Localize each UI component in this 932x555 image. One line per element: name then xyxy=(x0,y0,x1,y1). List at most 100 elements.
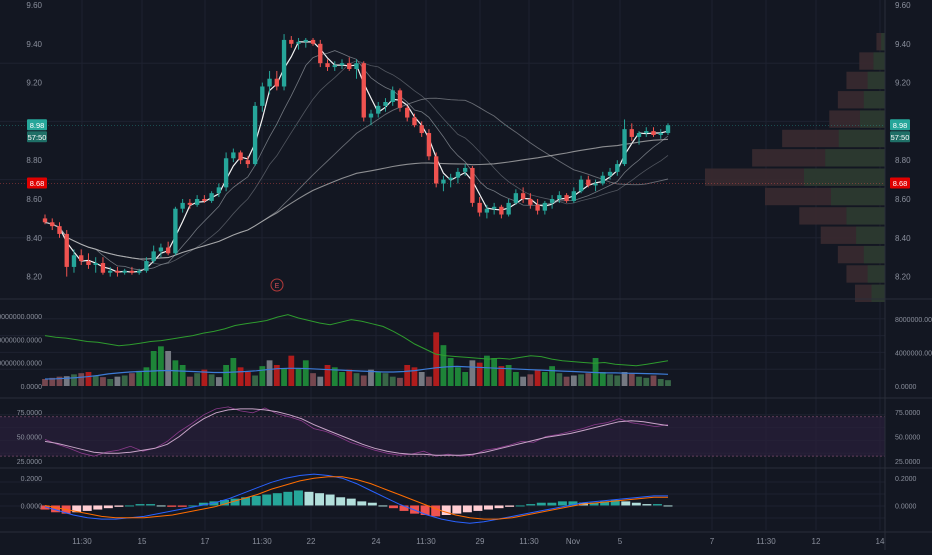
volume-bar-42 xyxy=(346,369,353,386)
price-tick-right-0: 9.60 xyxy=(895,1,911,10)
obv-line xyxy=(44,314,669,367)
macd-hist-bar-32 xyxy=(378,505,388,507)
time-tick-7: 29 xyxy=(476,537,485,546)
candle-body-76 xyxy=(593,183,598,186)
volume-bar-60 xyxy=(476,362,483,386)
volume-profile-bar-up-2 xyxy=(867,71,885,90)
macd-hist-bar-27 xyxy=(325,494,335,506)
time-tick-0: 11:30 xyxy=(72,537,92,546)
candle-body-36 xyxy=(303,39,308,42)
obv-tick-right-1: 4000000.0000 xyxy=(895,350,932,357)
current-price-left: 8.98 xyxy=(30,121,45,130)
volume-bar-82 xyxy=(636,376,642,386)
candle-body-71 xyxy=(557,195,562,199)
candle-body-37 xyxy=(310,39,316,44)
time-tick-3: 11:30 xyxy=(252,537,272,546)
rsi-tick-right-2: 25.0000 xyxy=(895,459,920,466)
volume-bar-31 xyxy=(266,360,273,386)
macd-hist-bar-16 xyxy=(209,501,219,506)
volume-bar-21 xyxy=(194,373,201,386)
volume-bar-5 xyxy=(78,373,85,386)
macd-hist-bar-19 xyxy=(241,497,251,506)
candle-body-14 xyxy=(144,261,149,271)
macd-hist-bar-58 xyxy=(652,504,662,506)
volume-bar-6 xyxy=(85,372,92,386)
volume-bar-77 xyxy=(599,372,606,386)
macd-hist-bar-40 xyxy=(462,505,472,513)
volume-bar-23 xyxy=(208,374,215,386)
candle-body-48 xyxy=(390,90,395,102)
candle-body-15 xyxy=(151,251,156,262)
volume-bar-19 xyxy=(179,365,186,386)
macd-hist-bar-38 xyxy=(441,505,451,515)
marker-price-left: 8.68 xyxy=(30,179,45,188)
volume-bar-63 xyxy=(498,366,505,386)
volume-bar-66 xyxy=(520,376,527,386)
volume-bar-20 xyxy=(186,376,193,386)
event-marker[interactable]: E xyxy=(270,278,284,292)
candle-body-12 xyxy=(129,270,135,273)
candle-body-13 xyxy=(137,270,142,273)
time-tick-4: 22 xyxy=(307,537,316,546)
candle-body-66 xyxy=(520,193,526,199)
macd-hist-bar-31 xyxy=(367,502,377,506)
candle-body-75 xyxy=(586,179,591,186)
volume-bar-64 xyxy=(505,365,512,386)
time-tick-6: 11:30 xyxy=(416,537,436,546)
volume-bar-3 xyxy=(63,376,70,386)
volume-bar-78 xyxy=(607,374,613,386)
macd-hist-bar-46 xyxy=(526,504,536,506)
candle-body-72 xyxy=(564,195,569,201)
candle-body-35 xyxy=(296,41,301,44)
volume-bar-71 xyxy=(556,373,563,386)
candle-body-4 xyxy=(71,255,77,267)
candle-body-74 xyxy=(578,179,584,192)
volume-bar-68 xyxy=(534,369,541,386)
macd-line-signal xyxy=(44,476,668,520)
rsi-band xyxy=(0,416,885,457)
macd-hist-bar-50 xyxy=(568,501,578,506)
candle-body-55 xyxy=(441,179,446,184)
price-tick-right-8: 8.20 xyxy=(895,273,911,282)
volume-bar-67 xyxy=(527,374,534,386)
candle-body-81 xyxy=(629,129,634,137)
volume-bar-53 xyxy=(426,376,432,386)
macd-hist-bar-43 xyxy=(494,505,504,509)
volume-bar-15 xyxy=(150,351,157,386)
time-tick-10: 5 xyxy=(618,537,623,546)
macd-line-macd xyxy=(44,473,668,524)
candle-body-1 xyxy=(50,222,55,227)
volume-bar-55 xyxy=(440,345,447,386)
candle-body-27 xyxy=(238,152,243,161)
macd-hist-bar-55 xyxy=(621,501,631,506)
countdown-tag-left xyxy=(27,131,47,143)
volume-tick-left-3: 0.0000 xyxy=(21,384,43,391)
macd-hist-bar-37 xyxy=(431,505,441,517)
volume-bar-11 xyxy=(121,375,128,386)
macd-hist-bar-41 xyxy=(473,505,483,511)
volume-bar-54 xyxy=(433,332,440,386)
price-axis: 9.60 9.60 9.40 9.40 9.20 9.20 8.80 8.80 8.60 8.60… xyxy=(26,1,911,282)
volume-profile xyxy=(705,33,885,302)
volume-profile-bar-up-6 xyxy=(825,149,885,167)
macd-hist-bar-54 xyxy=(610,500,620,506)
volume-panel: 300000000.0000 200000000.0000 100000000.00… xyxy=(0,314,932,391)
time-tick-2: 17 xyxy=(201,537,210,546)
volume-bar-35 xyxy=(295,368,302,386)
moving-average-8 xyxy=(44,50,669,271)
volume-bar-51 xyxy=(411,367,418,386)
volume-bar-37 xyxy=(310,373,316,386)
candle-body-3 xyxy=(64,233,69,267)
volume-bar-84 xyxy=(650,375,657,386)
candle-body-28 xyxy=(245,160,251,165)
candle-body-47 xyxy=(383,102,388,106)
candle-body-82 xyxy=(636,133,642,137)
candle-body-63 xyxy=(499,206,504,215)
volume-profile-bar-up-7 xyxy=(804,168,885,186)
volume-profile-bar-up-9 xyxy=(846,207,885,225)
macd-hist-bar-44 xyxy=(505,505,515,507)
volume-bar-39 xyxy=(324,365,331,386)
